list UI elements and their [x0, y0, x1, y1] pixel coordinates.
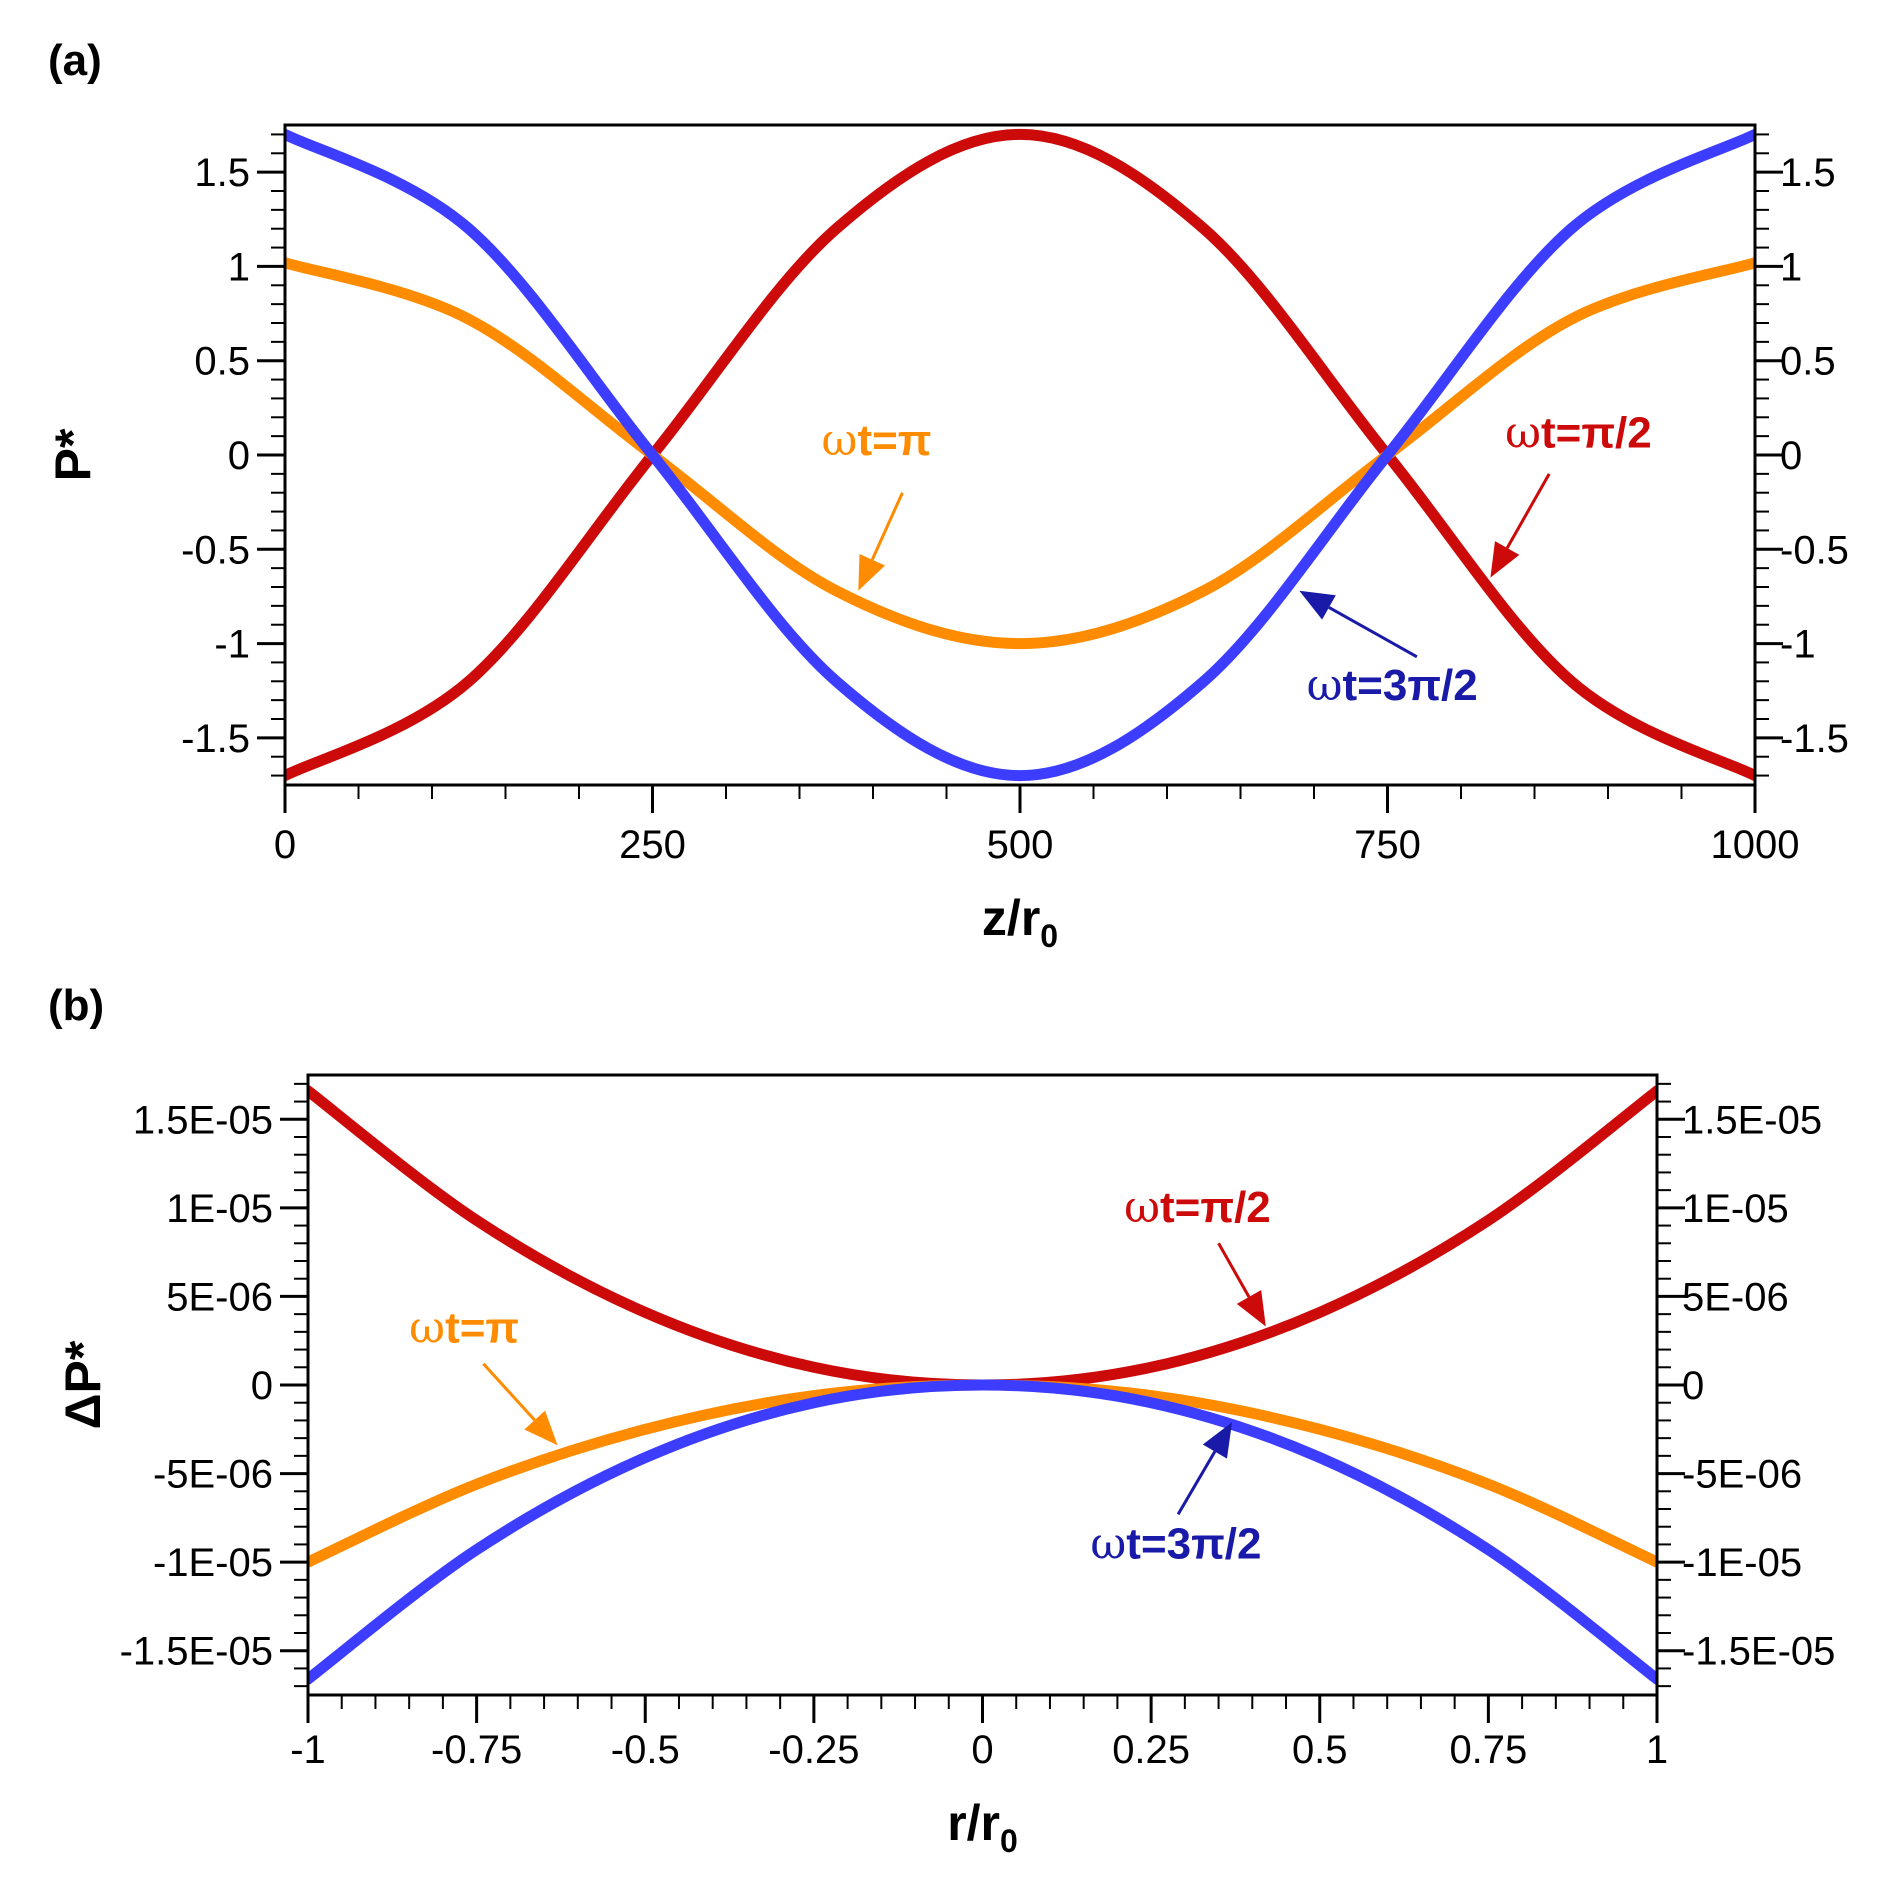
annotation-arrow-shaft	[1328, 606, 1418, 659]
annotation-omega: ω	[1124, 1182, 1160, 1233]
y-tick-label: -1E-05	[153, 1541, 273, 1585]
annotation-arrow-shaft	[1217, 1242, 1251, 1298]
y-axis-label: ΔP*	[55, 1340, 111, 1429]
y-tick-label: 1.5	[194, 151, 250, 195]
annotation-text: t=π/2	[1541, 408, 1652, 457]
annotation-omega: ω	[1090, 1519, 1126, 1570]
y-tick-label-right: -1.5E-05	[1682, 1630, 1835, 1674]
annotation-label: ωt=3π/2	[1307, 660, 1478, 711]
series-line-1	[285, 257, 1755, 650]
y-tick-label: 1E-05	[166, 1187, 273, 1231]
x-axis-label: z/r0	[982, 890, 1058, 954]
y-tick-label-right: 1.5	[1780, 151, 1836, 195]
y-tick-label: 0.5	[194, 340, 250, 384]
x-axis-label-main: r/r	[947, 1795, 1000, 1851]
x-axis-label-subscript: 0	[1040, 918, 1058, 954]
y-tick-label-right: 1.5E-05	[1682, 1098, 1822, 1142]
annotation-text: t=π	[445, 1303, 519, 1352]
annotation-arrow-shaft	[1505, 473, 1551, 549]
series-line-2	[308, 1379, 1657, 1685]
annotation-omega: ω	[409, 1302, 445, 1353]
x-tick-label: -0.5	[611, 1728, 680, 1772]
x-axis-label: r/r0	[947, 1795, 1018, 1859]
x-tick-label: 0	[971, 1728, 993, 1772]
y-tick-label-right: -0.5	[1780, 528, 1849, 572]
x-tick-label: 1000	[1711, 823, 1800, 867]
x-tick-label: 750	[1354, 823, 1421, 867]
series-line-0	[285, 128, 1755, 782]
series-line-1	[308, 1379, 1657, 1568]
annotation-arrow-head	[1299, 590, 1336, 620]
y-tick-label: -5E-06	[153, 1453, 273, 1497]
annotation-arrow-head	[1236, 1290, 1266, 1327]
y-tick-label-right: -1	[1780, 623, 1816, 667]
y-tick-label-right: 1	[1780, 245, 1802, 289]
annotation-arrow-head	[1490, 541, 1520, 578]
panel-label: (b)	[48, 981, 104, 1030]
y-tick-label: -1.5E-05	[120, 1630, 273, 1674]
annotation-arrow-shaft	[482, 1362, 536, 1422]
y-tick-label: -1.5	[181, 717, 250, 761]
y-tick-label-right: 1E-05	[1682, 1187, 1789, 1231]
y-tick-label: 0	[251, 1364, 273, 1408]
x-axis-label-subscript: 0	[1000, 1823, 1018, 1859]
x-tick-label: 0.75	[1449, 1728, 1527, 1772]
y-axis-label: P*	[45, 428, 101, 481]
plot-frame	[283, 123, 1757, 787]
x-tick-label: 500	[987, 823, 1054, 867]
x-tick-label: 250	[619, 823, 686, 867]
annotation-arrow-head	[524, 1410, 558, 1446]
annotation-arrow-head	[858, 554, 886, 591]
annotation-text: t=π	[857, 416, 931, 465]
panel-b: (b) 1.5E-05 1.5E-05 1E-05 1E-05 5E-06 5E-06 0 0 -…	[48, 981, 1835, 1859]
y-tick-label: 1	[228, 245, 250, 289]
y-tick-label-right: -1.5	[1780, 717, 1849, 761]
x-tick-label: -0.25	[768, 1728, 859, 1772]
y-tick-label: -0.5	[181, 528, 250, 572]
y-tick-label-right: 5E-06	[1682, 1275, 1789, 1319]
y-tick-label: 1.5E-05	[133, 1098, 273, 1142]
annotation-arrow-shaft	[870, 492, 904, 561]
annotation-label: ωt=π	[822, 415, 932, 466]
annotation-label: ωt=π/2	[1124, 1182, 1271, 1233]
annotation-arrow-shaft	[1176, 1450, 1217, 1516]
x-tick-label: 0.5	[1292, 1728, 1348, 1772]
x-tick-label: -0.75	[431, 1728, 522, 1772]
x-tick-label: 0.25	[1112, 1728, 1190, 1772]
annotation-omega: ω	[1307, 660, 1343, 711]
x-tick-label: 1	[1646, 1728, 1668, 1772]
annotation-text: t=3π/2	[1343, 661, 1478, 710]
y-tick-label: 5E-06	[166, 1275, 273, 1319]
y-tick-label-right: -1E-05	[1682, 1541, 1802, 1585]
x-axis-label-main: z/r	[982, 890, 1040, 946]
y-tick-label-right: 0.5	[1780, 340, 1836, 384]
panel-label: (a)	[48, 36, 102, 85]
annotation-arrow-head	[1202, 1422, 1233, 1459]
plot-frame	[306, 1073, 1659, 1697]
y-tick-label-right: 0	[1682, 1364, 1704, 1408]
annotation-label: ωt=3π/2	[1090, 1519, 1261, 1570]
series-line-2	[285, 128, 1755, 782]
annotation-omega: ω	[822, 415, 858, 466]
y-tick-label: -1	[214, 623, 250, 667]
x-tick-label: -1	[290, 1728, 326, 1772]
annotation-text: t=3π/2	[1126, 1520, 1261, 1569]
y-tick-label-right: 0	[1780, 434, 1802, 478]
y-tick-label-right: -5E-06	[1682, 1453, 1802, 1497]
panel-a: (a) 1.5 1.5 1 1 0.5 0.5 0 0 -0.5 -0.5 -1 -1 -1.5 -1.5 0…	[45, 36, 1849, 954]
annotation-omega: ω	[1505, 407, 1541, 458]
annotation-text: t=π/2	[1160, 1183, 1271, 1232]
annotation-label: ωt=π	[409, 1302, 519, 1353]
annotation-label: ωt=π/2	[1505, 407, 1652, 458]
y-tick-label: 0	[228, 434, 250, 478]
x-tick-label: 0	[274, 823, 296, 867]
